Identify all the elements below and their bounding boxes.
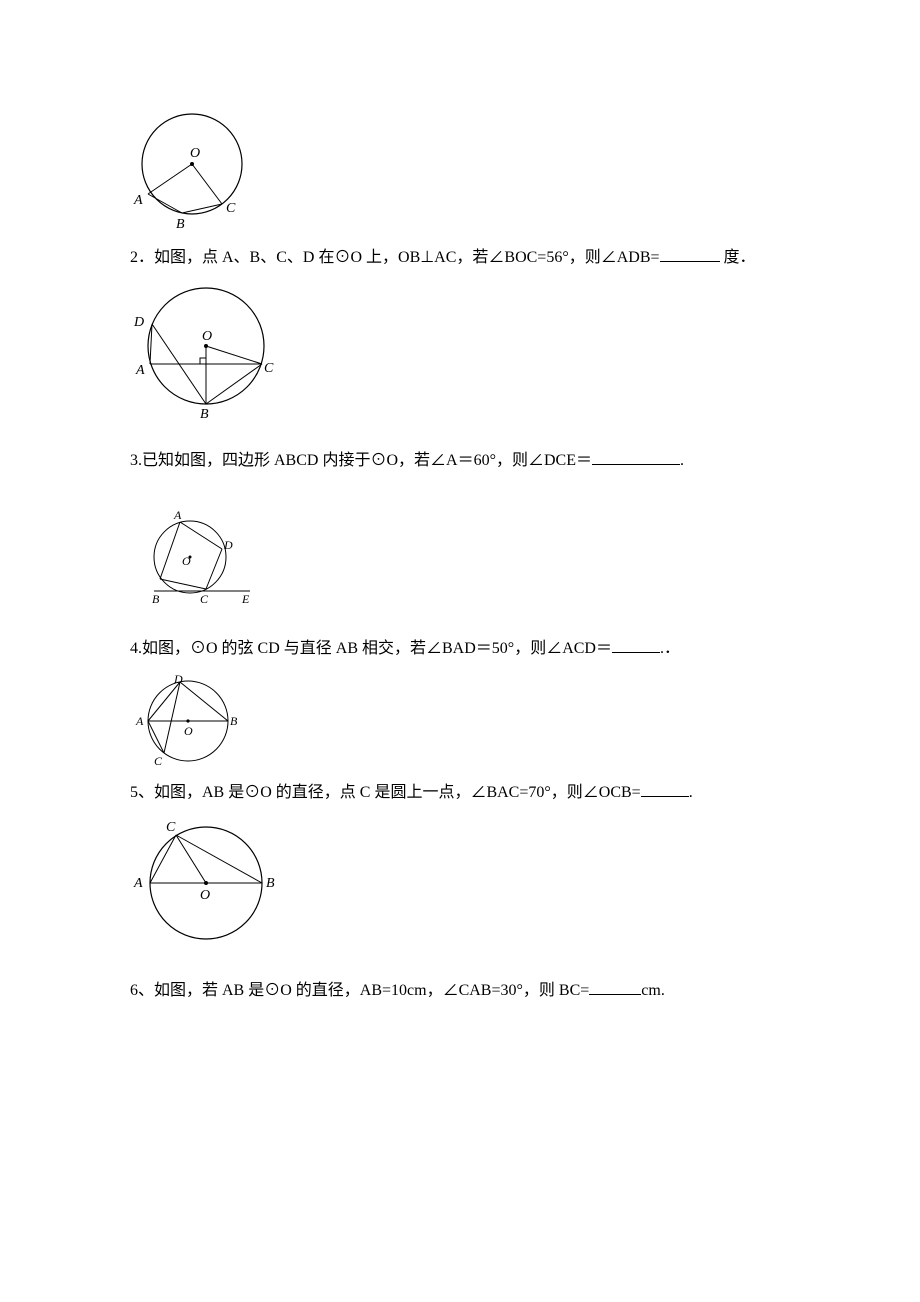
svg-text:A: A [135,714,144,728]
blank-p2 [660,245,720,262]
circle-diagram-p5: C A B O [130,819,280,949]
figure-p1: O A B C [130,104,790,234]
svg-text:D: D [173,675,183,686]
svg-text:B: B [200,407,209,419]
svg-text:A: A [173,509,182,522]
svg-text:D: D [133,315,144,330]
problem-3-text: 3.已知如图，四边形 ABCD 内接于⊙O，若∠A＝60°，则∠DCE＝ [130,452,592,469]
figure-p2: O D A C B [130,284,790,419]
svg-text:B: B [230,714,238,728]
problem-4-text: 4.如图，⊙O 的弦 CD 与直径 AB 相交，若∠BAD＝50°，则∠ACD＝ [130,640,612,657]
circle-diagram-p3: A D B C E O [142,509,262,607]
problem-4: 4.如图，⊙O 的弦 CD 与直径 AB 相交，若∠BAD＝50°，则∠ACD＝… [130,633,790,665]
svg-text:O: O [202,329,212,344]
problem-5-after: . [689,784,693,801]
circle-diagram-p2: O D A C B [130,284,280,419]
problem-5: 5、如图，AB 是⊙O 的直径，点 C 是圆上一点，∠BAC=70°，则∠OCB… [130,777,790,809]
blank-p6 [589,978,641,995]
problem-2-text: 2．如图，点 A、B、C、D 在⊙O 上，OB⊥AC，若∠BOC=56°，则∠A… [130,249,660,266]
problem-2-after: 度． [724,249,756,266]
svg-text:D: D [223,538,233,552]
svg-text:B: B [266,876,275,891]
circle-diagram-p4: D A B C O [130,675,250,769]
problem-5-text: 5、如图，AB 是⊙O 的直径，点 C 是圆上一点，∠BAC=70°，则∠OCB… [130,784,641,801]
problem-4-after: .． [660,640,680,657]
problem-3-after: . [680,452,684,469]
svg-text:C: C [200,592,209,606]
svg-text:A: A [135,363,145,378]
figure-p4: D A B C O [130,675,790,769]
blank-p4 [612,636,660,653]
svg-text:O: O [184,724,193,738]
label-O: O [190,146,200,161]
blank-p3 [592,448,680,465]
svg-text:B: B [152,592,160,606]
problem-6-text: 6、如图，若 AB 是⊙O 的直径，AB=10cm，∠CAB=30°，则 BC= [130,982,589,999]
blank-p5 [641,780,689,797]
label-C: C [226,201,236,216]
svg-text:C: C [264,361,274,376]
svg-text:E: E [241,592,250,606]
svg-text:O: O [200,888,210,903]
circle-diagram-p1: O A B C [130,104,250,234]
document-page: O A B C 2．如图，点 A、B、C、D 在⊙O 上，OB⊥AC，若∠BOC… [0,0,920,1077]
svg-text:C: C [166,820,176,835]
svg-text:C: C [154,754,163,768]
problem-6: 6、如图，若 AB 是⊙O 的直径，AB=10cm，∠CAB=30°，则 BC=… [130,975,790,1007]
label-A: A [133,193,143,208]
problem-6-after: cm. [641,982,665,999]
svg-text:A: A [133,876,143,891]
problem-2: 2．如图，点 A、B、C、D 在⊙O 上，OB⊥AC，若∠BOC=56°，则∠A… [130,242,790,274]
problem-3: 3.已知如图，四边形 ABCD 内接于⊙O，若∠A＝60°，则∠DCE＝. [130,445,790,477]
label-B: B [176,217,185,232]
figure-p3: A D B C E O [142,509,790,607]
svg-text:O: O [182,554,191,568]
figure-p5: C A B O [130,819,790,949]
